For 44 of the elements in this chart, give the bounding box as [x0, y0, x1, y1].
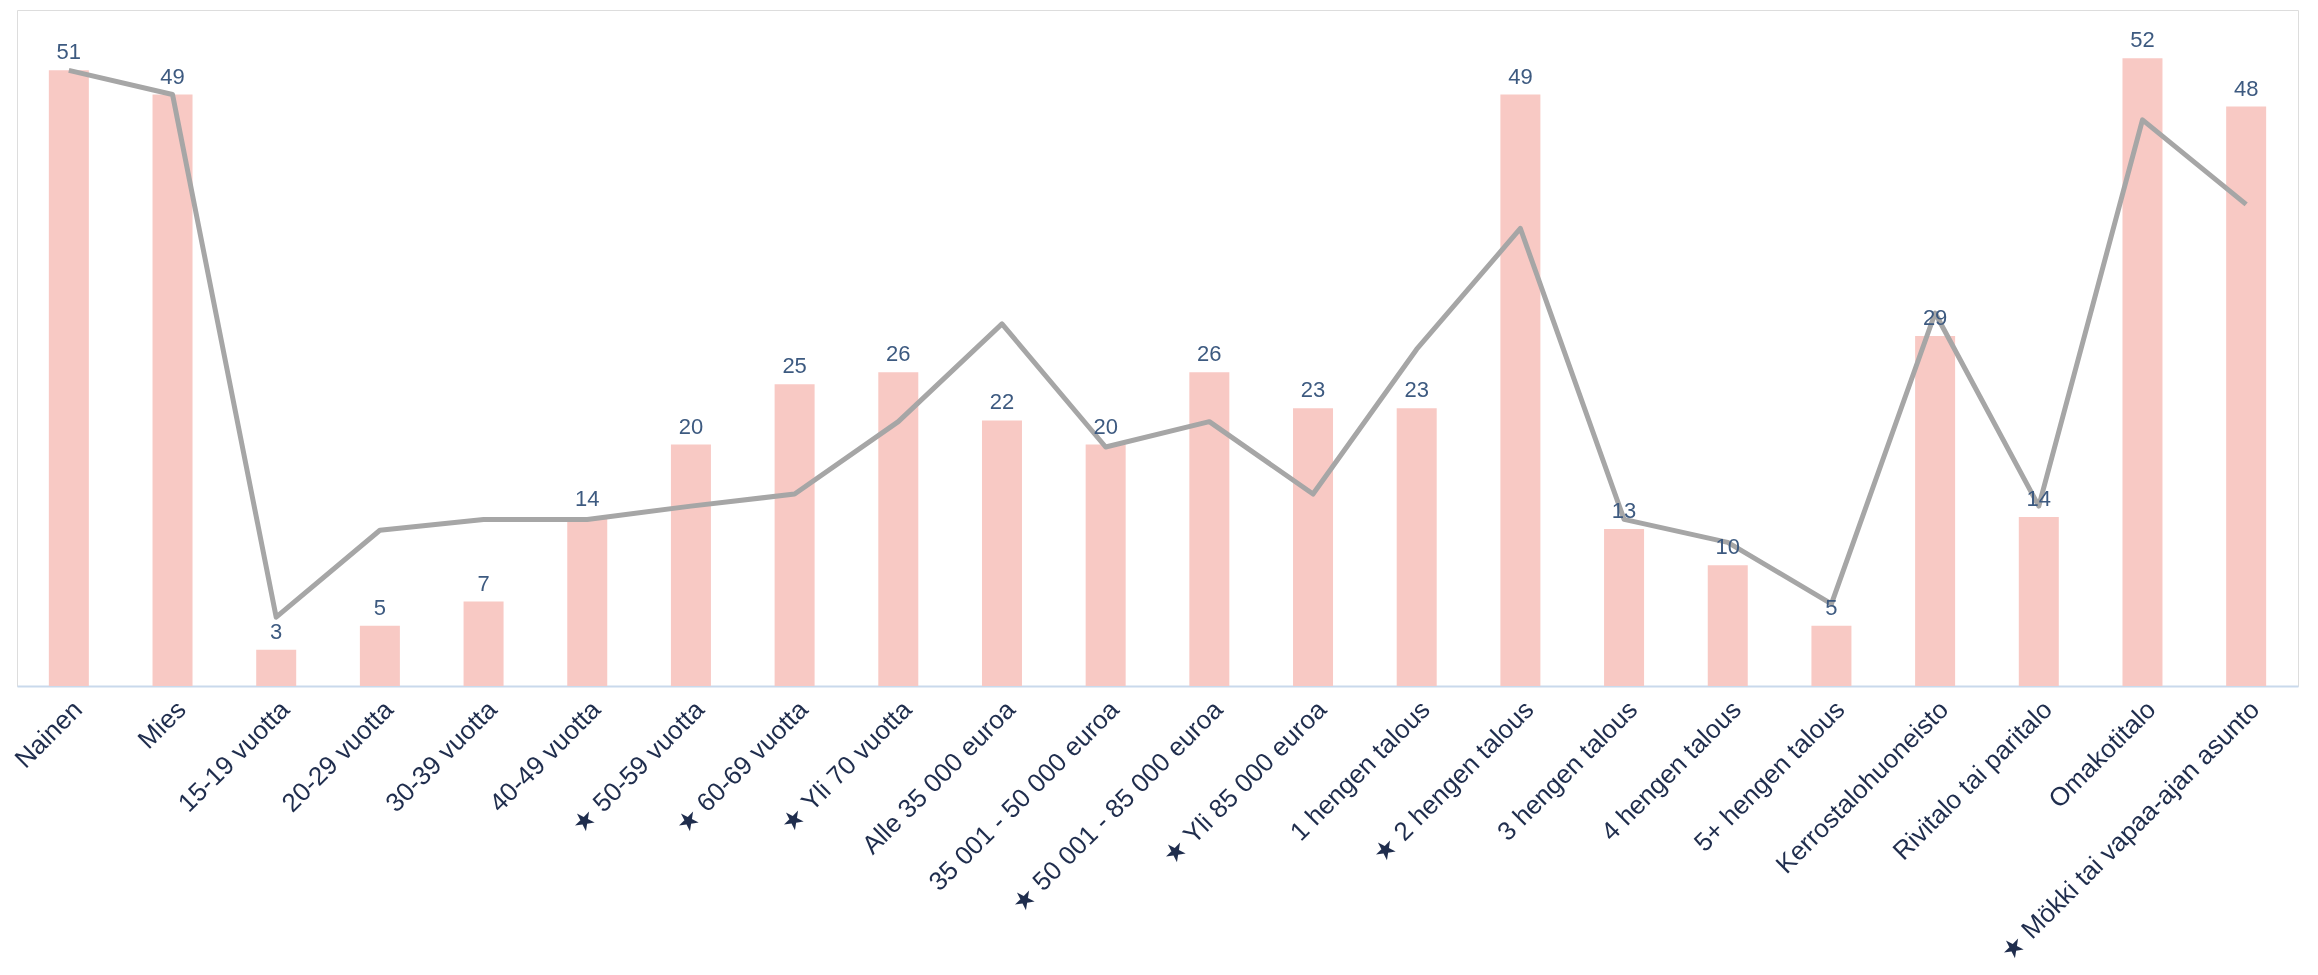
bar — [2122, 58, 2163, 686]
data-label: 49 — [160, 63, 185, 89]
data-label: 5 — [1825, 594, 1838, 620]
data-label: 23 — [1300, 377, 1326, 403]
bar — [2018, 517, 2059, 686]
bar — [1707, 565, 1748, 686]
bar — [48, 70, 89, 686]
data-label: 14 — [575, 486, 600, 511]
data-label: 5 — [373, 594, 387, 620]
data-label: 29 — [1922, 304, 1948, 330]
data-label: 25 — [782, 353, 807, 379]
data-label: 22 — [989, 389, 1015, 415]
bar — [359, 625, 400, 686]
bar — [774, 384, 815, 686]
data-label: 13 — [1611, 498, 1637, 524]
bar — [567, 517, 608, 686]
bar — [152, 94, 193, 686]
bar — [256, 649, 297, 686]
data-label: 14 — [2026, 486, 2052, 511]
data-label: 26 — [1197, 341, 1222, 367]
bar — [1500, 94, 1541, 686]
data-label: 7 — [477, 570, 490, 596]
bar — [981, 420, 1022, 686]
data-label: 3 — [270, 618, 283, 644]
data-label: 10 — [1715, 534, 1740, 560]
data-label: 52 — [2130, 27, 2155, 53]
bar — [1811, 625, 1852, 686]
data-label: 23 — [1404, 377, 1429, 403]
bar — [1604, 529, 1645, 686]
bar — [1189, 372, 1230, 686]
data-label: 20 — [1093, 413, 1118, 439]
data-label: 48 — [2233, 75, 2259, 101]
data-label: 49 — [1508, 63, 1533, 89]
bar — [1293, 408, 1334, 686]
bar — [1915, 335, 1956, 686]
bar — [1085, 444, 1126, 686]
data-label: 26 — [886, 341, 911, 367]
bar — [878, 372, 919, 686]
data-label: 20 — [678, 413, 704, 439]
bar — [2226, 106, 2267, 686]
bar — [670, 444, 711, 686]
data-label: 51 — [56, 39, 82, 65]
bar — [463, 601, 504, 686]
bar — [1396, 408, 1437, 686]
